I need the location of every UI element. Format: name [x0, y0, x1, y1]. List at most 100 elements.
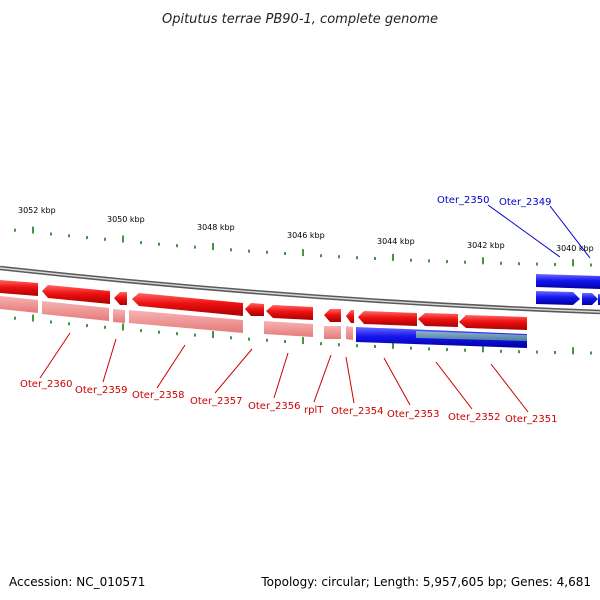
ruler-minor-tick	[266, 338, 268, 342]
ruler-minor-tick	[104, 237, 106, 241]
feature-bar	[0, 296, 38, 313]
gene-arrow[interactable]	[132, 293, 243, 316]
ruler-minor-tick	[518, 350, 520, 354]
leader-line	[313, 354, 332, 403]
ruler-minor-tick	[68, 234, 70, 238]
leader-line	[549, 205, 591, 259]
map-title: Opitutus terrae PB90-1, complete genome	[162, 12, 438, 27]
ruler-major-tick	[32, 226, 34, 234]
ruler-minor-tick	[140, 241, 142, 245]
ruler-minor-tick	[590, 351, 592, 355]
gene-label[interactable]: Oter_2356	[248, 401, 301, 412]
ruler-minor-tick	[338, 255, 340, 259]
gene-arrow[interactable]	[42, 285, 110, 304]
feature-bar	[346, 326, 353, 340]
leader-line	[39, 332, 71, 379]
ruler-label: 3050 kbp	[107, 215, 145, 224]
leader-line	[487, 204, 561, 258]
ruler-major-tick	[122, 323, 124, 331]
ruler-label: 3040 kbp	[556, 244, 594, 253]
gene-label[interactable]: Oter_2350	[437, 195, 490, 206]
ruler-minor-tick	[86, 236, 88, 240]
ruler-major-tick	[302, 249, 304, 257]
ruler-label: 3044 kbp	[377, 237, 415, 246]
ruler-minor-tick	[230, 248, 232, 252]
ruler-minor-tick	[140, 329, 142, 333]
gene-arrow[interactable]	[536, 291, 580, 305]
ruler-minor-tick	[158, 242, 160, 246]
ruler-minor-tick	[320, 254, 322, 258]
gene-arrow[interactable]	[346, 310, 354, 323]
ruler-minor-tick	[50, 320, 52, 324]
gene-arrow[interactable]	[358, 311, 417, 326]
ruler-minor-tick	[14, 316, 16, 320]
gene-label[interactable]: Oter_2359	[75, 385, 128, 396]
minus-strand-genes	[0, 280, 527, 330]
gene-arrow[interactable]	[582, 293, 598, 305]
ruler-minor-tick	[68, 322, 70, 326]
ruler-minor-tick	[104, 325, 106, 329]
ruler-minor-tick	[428, 347, 430, 351]
gene-label[interactable]: Oter_2360	[20, 379, 73, 390]
gene-label[interactable]: Oter_2349	[499, 197, 552, 208]
genome-summary-text: Topology: circular; Length: 5,957,605 bp…	[260, 575, 591, 589]
ruler-label: 3046 kbp	[287, 231, 325, 240]
gene-arrow[interactable]	[266, 305, 313, 320]
ruler-minor-tick	[464, 348, 466, 352]
ruler-minor-tick	[374, 257, 376, 260]
genome-backbone-highlight	[0, 267, 600, 313]
gene-label[interactable]: Oter_2351	[505, 414, 558, 425]
ruler-major-tick	[302, 337, 304, 345]
gene-label[interactable]: Oter_2358	[132, 390, 185, 401]
leader-lines-minus	[39, 332, 529, 413]
feature-bar	[324, 326, 341, 339]
ruler-label: 3052 kbp	[18, 206, 56, 215]
gene-arrow[interactable]	[0, 280, 38, 296]
ruler-major-tick	[212, 331, 214, 338]
ruler-minor-tick	[338, 343, 340, 347]
ruler-ticks-inner	[14, 314, 592, 355]
ruler-minor-tick	[50, 232, 52, 236]
feature-bar	[113, 309, 125, 323]
gene-label[interactable]: Oter_2354	[331, 406, 384, 417]
leader-line	[102, 338, 117, 383]
leader-line	[156, 344, 186, 389]
ruler-minor-tick	[410, 346, 412, 350]
ruler-major-tick	[392, 253, 394, 261]
leader-line	[435, 361, 473, 410]
gene-label[interactable]: Oter_2353	[387, 409, 440, 420]
gene-arrow[interactable]	[418, 313, 458, 327]
ruler-minor-tick	[14, 228, 16, 232]
ruler-minor-tick	[248, 249, 250, 253]
gene-label[interactable]: Oter_2352	[448, 412, 501, 423]
ruler-minor-tick	[554, 351, 556, 354]
feature-bar	[264, 321, 313, 337]
leader-line	[490, 363, 529, 413]
accession-text: Accession: NC_010571	[9, 575, 145, 589]
ruler-major-tick	[482, 257, 484, 265]
gene-arrow[interactable]	[245, 303, 264, 316]
feature-bar-overlay	[416, 331, 527, 341]
leader-line	[383, 357, 411, 406]
ruler-major-tick	[212, 243, 214, 250]
gene-arrow[interactable]	[114, 292, 127, 305]
plus-strand-genes	[536, 274, 600, 305]
ruler-minor-tick	[518, 262, 520, 266]
ruler-minor-tick	[374, 345, 376, 348]
gene-labels-minus: Oter_2360 Oter_2359 Oter_2358 Oter_2357 …	[20, 379, 558, 425]
ruler-minor-tick	[284, 340, 286, 343]
feature-bar	[129, 310, 243, 333]
gene-label[interactable]: Oter_2357	[190, 396, 243, 407]
ruler-minor-tick	[446, 348, 448, 352]
gene-label[interactable]: rplT	[304, 405, 324, 416]
ruler-minor-tick	[158, 330, 160, 334]
ruler-major-tick	[572, 347, 574, 355]
ruler-major-tick	[572, 259, 574, 267]
ruler-minor-tick	[248, 337, 250, 341]
ruler-minor-tick	[194, 333, 196, 337]
gene-arrow[interactable]	[459, 315, 527, 330]
gene-arrow[interactable]	[324, 309, 341, 322]
ruler-major-tick	[392, 341, 394, 349]
ruler-minor-tick	[554, 263, 556, 266]
gene-arrow[interactable]	[536, 274, 600, 289]
